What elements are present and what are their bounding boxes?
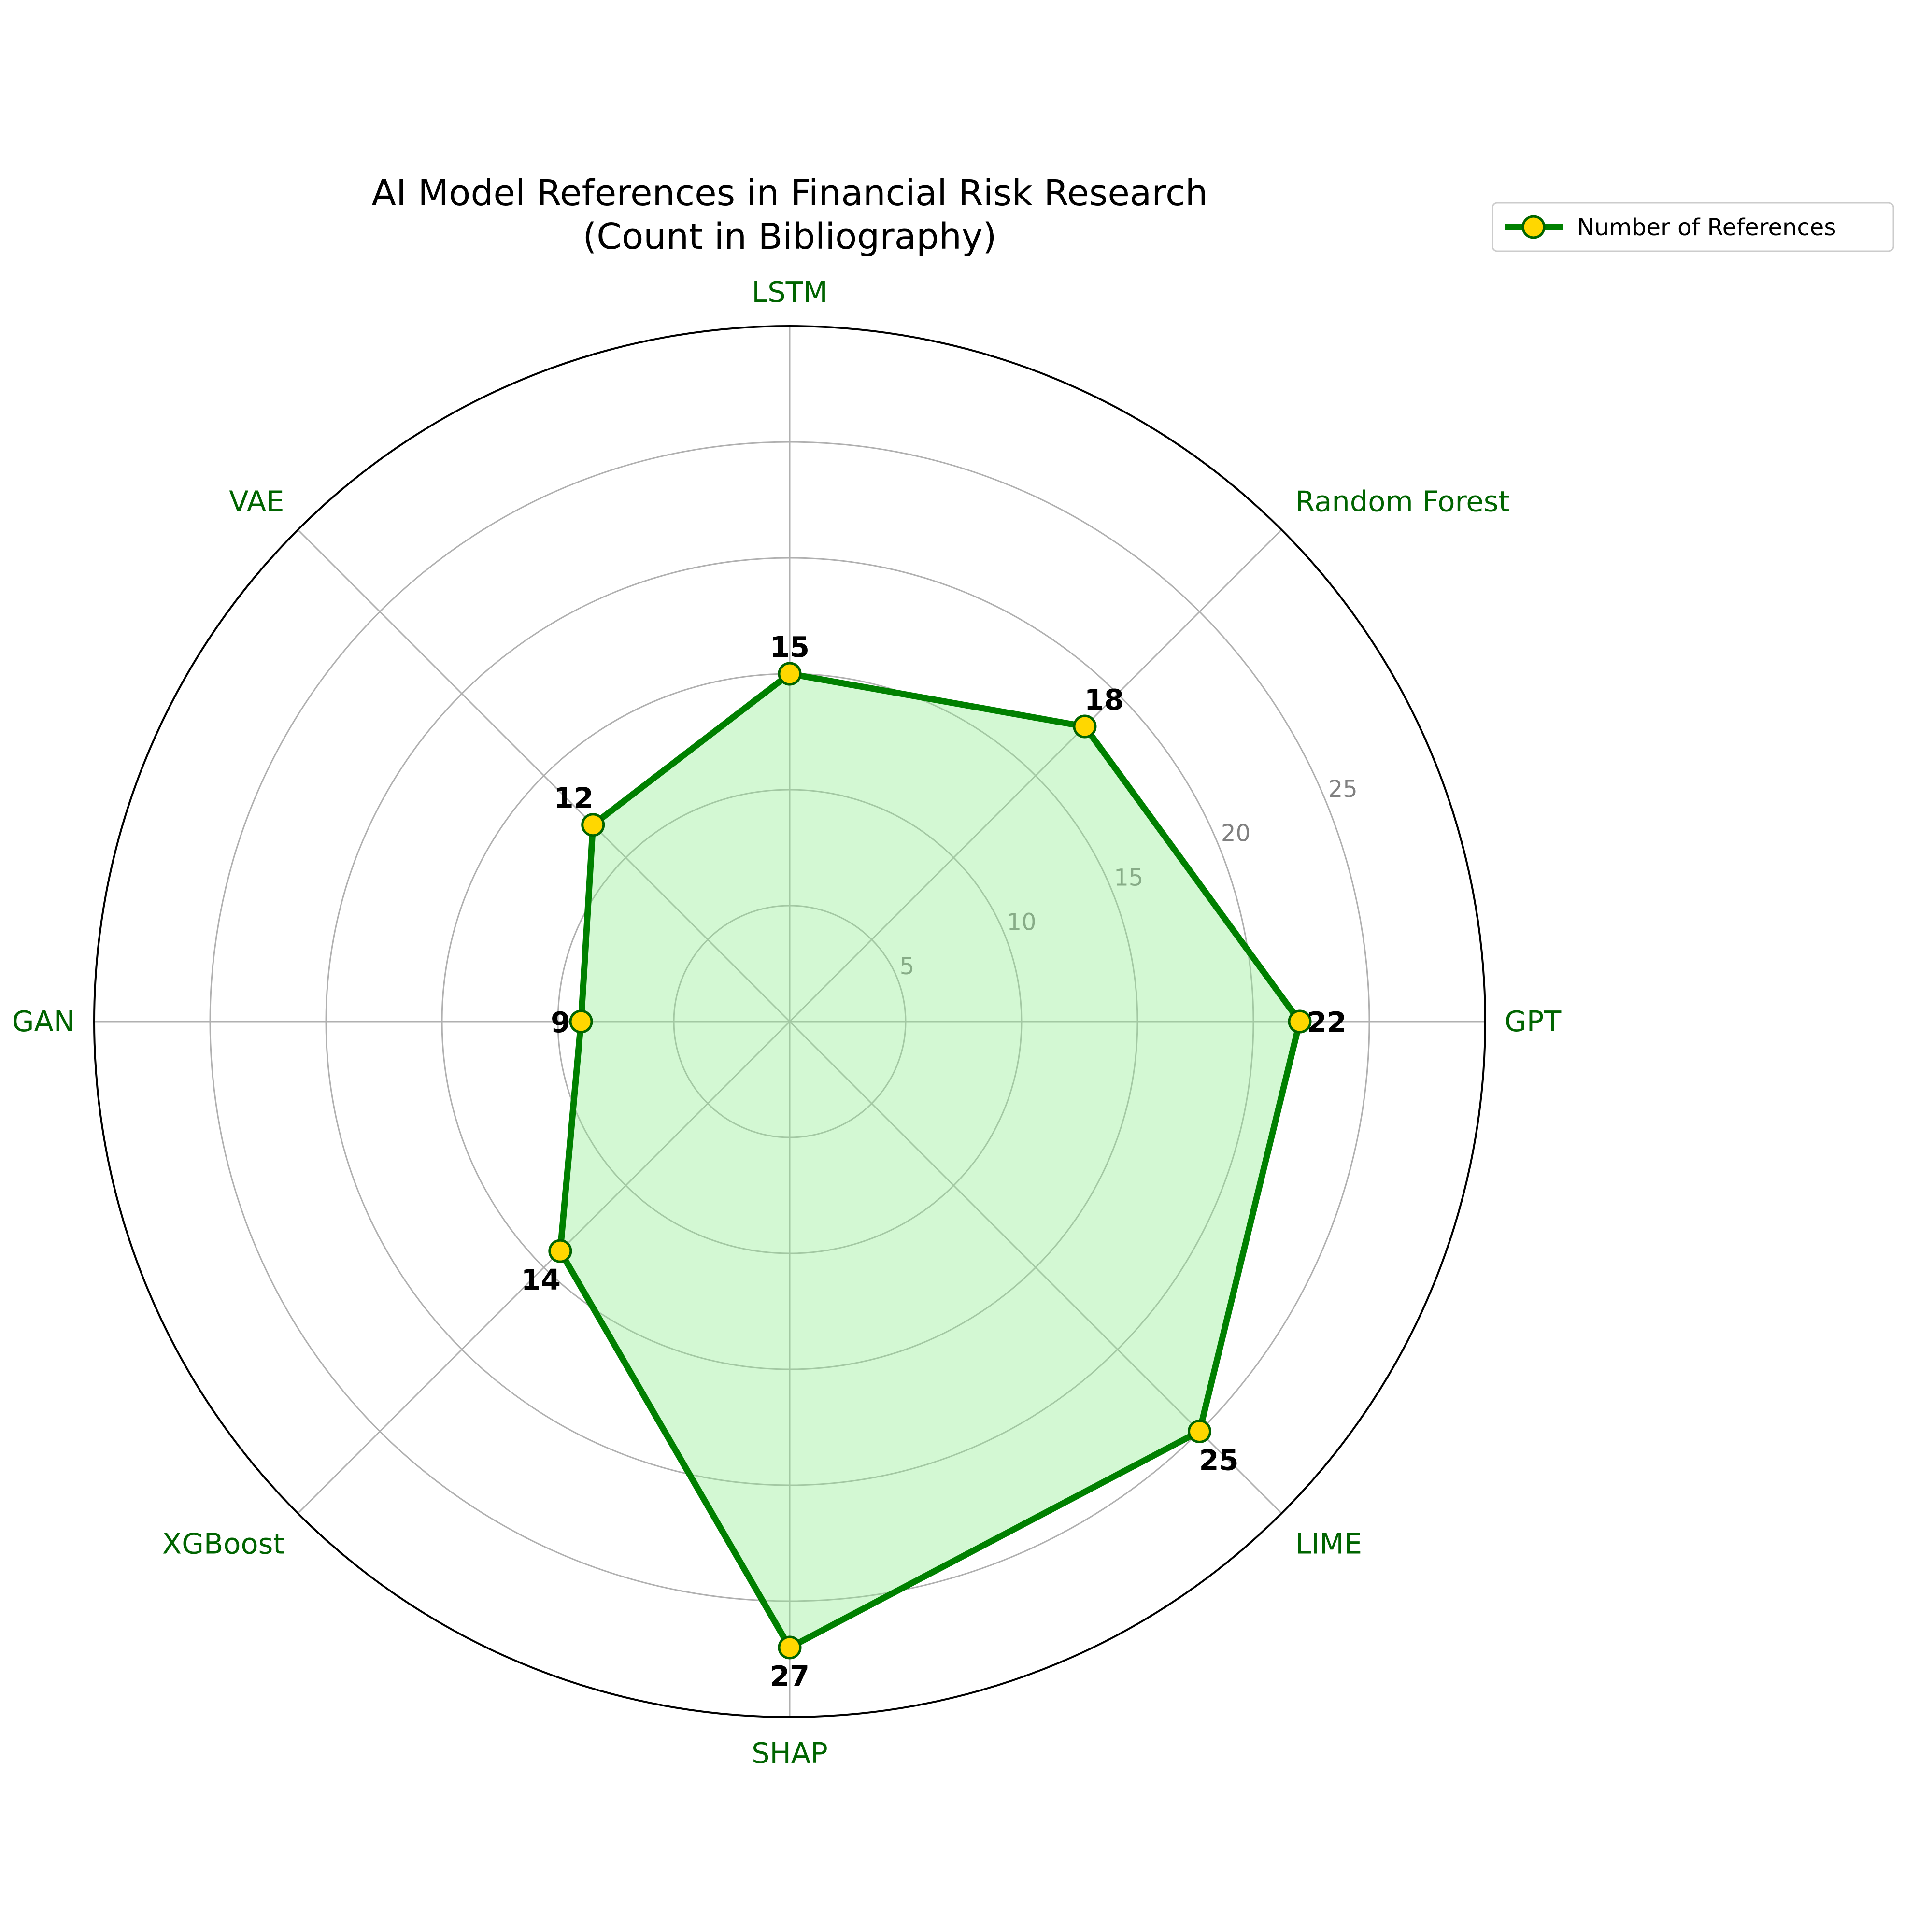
data-point bbox=[778, 662, 802, 686]
data-point bbox=[1073, 714, 1097, 739]
outer-frame bbox=[93, 325, 1486, 1718]
data-point bbox=[778, 1635, 802, 1660]
r-tick-label: 10 bbox=[1007, 909, 1036, 936]
data-point bbox=[548, 1239, 572, 1263]
category-label: SHAP bbox=[752, 1736, 828, 1770]
value-label: 12 bbox=[554, 781, 594, 815]
labels: GPT Random Forest LSTM VAE GAN XGBoost SHAP LIM… bbox=[12, 275, 1562, 1770]
title-line: AI Model References in Financial Risk Re… bbox=[371, 172, 1208, 214]
legend: Number of References bbox=[1492, 202, 1894, 252]
chart-title: AI Model References in Financial Risk Re… bbox=[371, 172, 1208, 257]
data-layer bbox=[548, 662, 1312, 1660]
value-label: 18 bbox=[1084, 683, 1124, 716]
value-label: 25 bbox=[1199, 1444, 1238, 1477]
spoke-3 bbox=[297, 529, 791, 1023]
series-area bbox=[560, 674, 1300, 1648]
r-tick-label: 15 bbox=[1114, 864, 1143, 891]
value-label: 22 bbox=[1307, 1006, 1347, 1039]
category-label: GPT bbox=[1505, 1005, 1562, 1038]
r-tick-label: 25 bbox=[1328, 776, 1358, 803]
value-label: 15 bbox=[770, 630, 810, 664]
category-label: XGBoost bbox=[162, 1527, 284, 1561]
category-label: Random Forest bbox=[1295, 484, 1510, 518]
data-point bbox=[581, 813, 605, 837]
value-label: 27 bbox=[770, 1660, 810, 1693]
grid: 5 10 15 20 25 bbox=[93, 325, 1486, 1718]
category-label: VAE bbox=[229, 484, 284, 518]
data-point bbox=[1188, 1420, 1212, 1444]
value-label: 14 bbox=[521, 1263, 561, 1296]
data-point bbox=[569, 1009, 593, 1034]
legend-box bbox=[1492, 202, 1894, 252]
r-tick-label: 5 bbox=[900, 953, 915, 980]
category-label: LSTM bbox=[752, 275, 827, 309]
spoke-1 bbox=[789, 529, 1282, 1023]
legend-label: Number of References bbox=[1577, 214, 1836, 241]
category-label: LIME bbox=[1295, 1527, 1362, 1561]
data-point bbox=[1288, 1009, 1312, 1034]
spoke-5 bbox=[297, 1021, 791, 1514]
category-label: GAN bbox=[12, 1005, 75, 1038]
legend-marker bbox=[1521, 215, 1546, 239]
r-tick-label: 20 bbox=[1221, 820, 1250, 847]
title-line: (Count in Bibliography) bbox=[582, 216, 996, 257]
value-label: 9 bbox=[551, 1006, 570, 1039]
